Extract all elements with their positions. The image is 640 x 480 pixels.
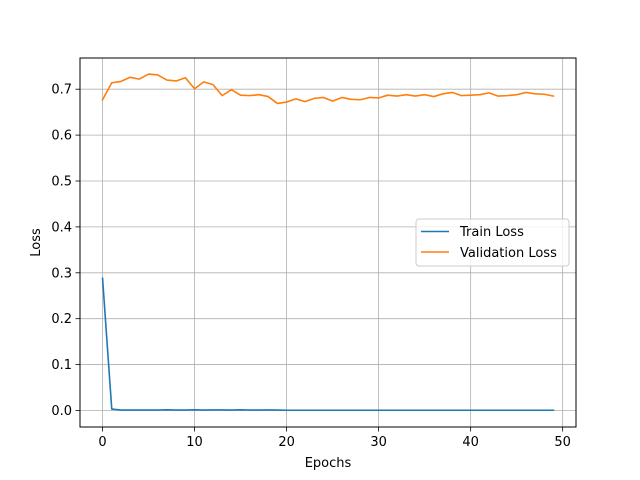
x-tick-label: 10: [186, 435, 203, 450]
plot-frame: [79, 57, 577, 428]
x-axis-label: Epochs: [305, 456, 352, 471]
legend-label-train-loss: Train Loss: [459, 225, 524, 240]
y-tick-label: 0.6: [51, 129, 72, 144]
y-tick-label: 0.3: [51, 266, 72, 281]
x-tick-label: 0: [98, 435, 106, 450]
series-line-validation-loss: [101, 73, 555, 105]
y-tick-label: 0.1: [51, 358, 72, 373]
series-line-train-loss: [101, 277, 555, 412]
series-lines: [101, 73, 555, 412]
legend-box: [415, 218, 570, 267]
axis-ticks: 0 10 20 30 40 50 0.0 0.1 0.2 0.3 0.4 0.5 0.6 0.7: [51, 83, 571, 450]
x-tick-label: 50: [554, 435, 571, 450]
y-tick-label: 0.7: [51, 83, 72, 98]
y-tick-label: 0.0: [51, 404, 72, 419]
y-axis-label: Loss: [29, 228, 44, 257]
y-tick-label: 0.4: [51, 220, 72, 235]
x-tick-label: 20: [278, 435, 295, 450]
y-tick-label: 0.5: [51, 175, 72, 190]
x-tick-label: 30: [370, 435, 387, 450]
legend: Train Loss Validation Loss: [415, 218, 570, 267]
y-tick-label: 0.2: [51, 312, 72, 327]
legend-label-validation-loss: Validation Loss: [460, 246, 557, 261]
x-tick-label: 40: [462, 435, 479, 450]
